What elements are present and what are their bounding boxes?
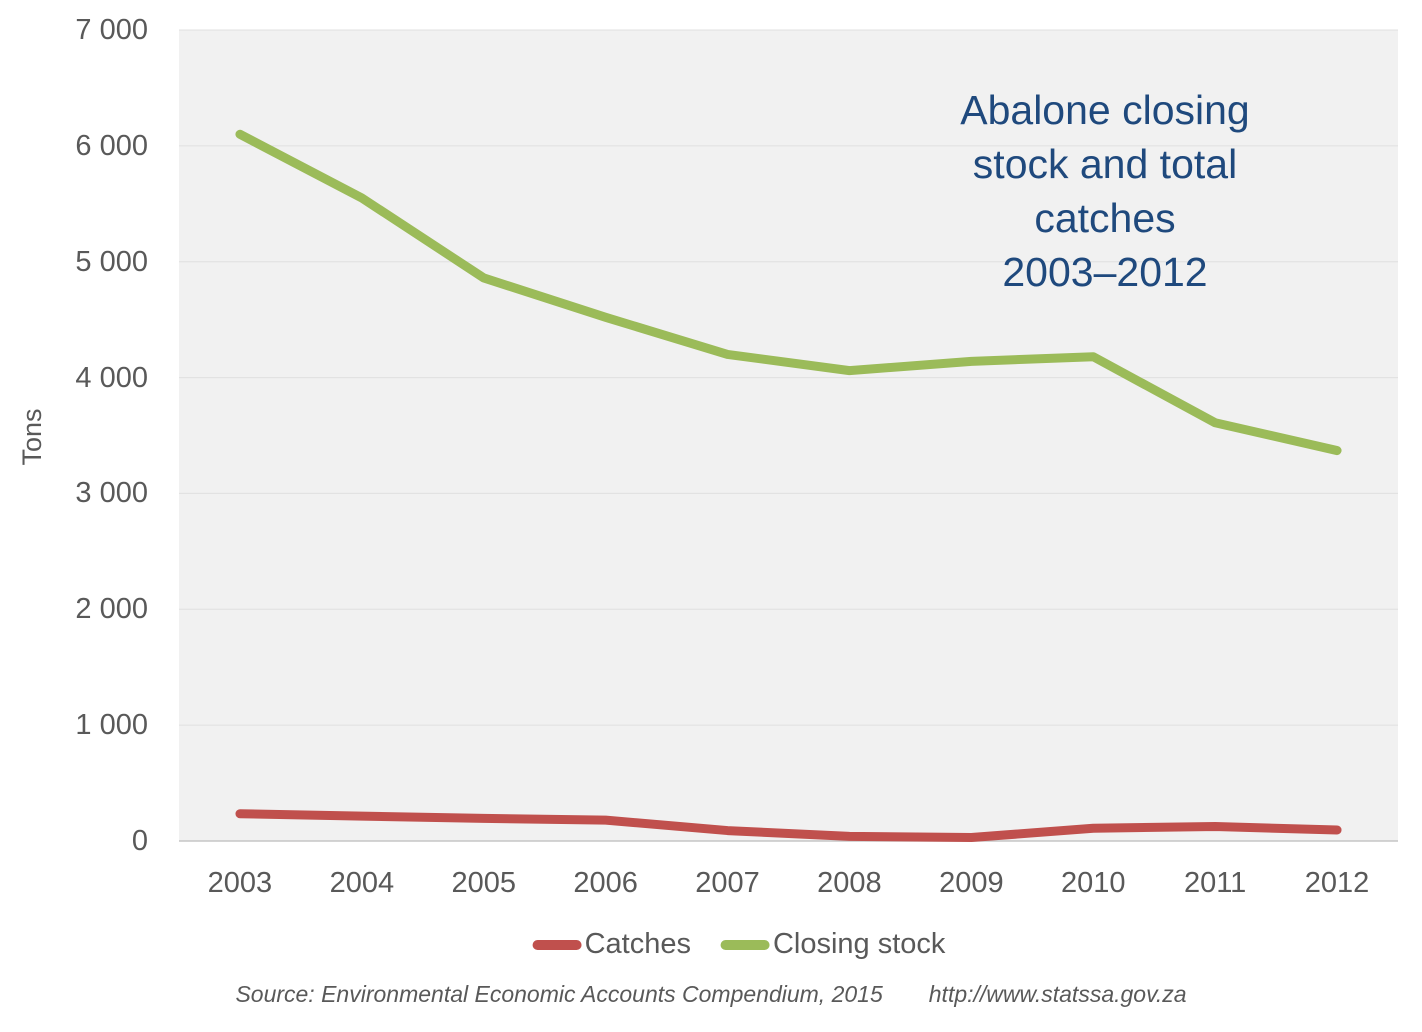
x-tick-label: 2010 <box>1060 867 1126 899</box>
x-tick-label: 2007 <box>695 867 760 899</box>
series-line-catches <box>235 809 1342 843</box>
source-text: Source: Environmental Economic Accounts … <box>235 981 883 1007</box>
y-tick-label: 7 000 <box>75 14 148 46</box>
source-url: http://www.statssa.gov.za <box>928 981 1187 1007</box>
chart-title: Abalone closing stock and total catches … <box>903 83 1307 299</box>
source-note: Source: Environmental Economic Accounts … <box>0 981 1422 1008</box>
y-tick-label: 6 000 <box>75 129 148 162</box>
y-tick-label: 3 000 <box>75 477 148 510</box>
chart-title-line: catches <box>1034 195 1176 241</box>
chart-title-line: 2003–2012 <box>1002 249 1208 295</box>
x-tick-label: 2012 <box>1304 867 1370 899</box>
legend-label-closing-stock: Closing stock <box>772 928 946 960</box>
x-tick-label: 2003 <box>207 867 273 899</box>
x-tick-label: 2008 <box>817 867 882 899</box>
y-tick-label: 2 000 <box>75 593 148 626</box>
y-tick-label: 4 000 <box>75 361 148 394</box>
x-tick-label: 2009 <box>939 867 1004 899</box>
legend-item-closing-stock: Closing stock <box>720 928 946 961</box>
plot-background <box>179 30 1398 841</box>
x-tick-label: 2004 <box>329 867 395 899</box>
chart-title-line: stock and total <box>972 141 1238 187</box>
chart-title-line: Abalone closing <box>960 87 1250 133</box>
y-tick-label: 0 <box>131 825 148 857</box>
catches-line-swatch <box>532 939 582 950</box>
y-tick-label: 1 000 <box>75 709 148 742</box>
series-line-closing-stock <box>235 129 1342 456</box>
x-tick-label: 2011 <box>1183 867 1247 899</box>
legend: Catches Closing stock <box>532 928 946 961</box>
legend-label-catches: Catches <box>584 928 691 960</box>
legend-item-catches: Catches <box>532 928 691 961</box>
x-tick-label: 2006 <box>573 867 638 899</box>
y-tick-label: 5 000 <box>75 245 148 278</box>
x-tick-label: 2005 <box>451 867 516 899</box>
closing-stock-line-swatch <box>720 939 770 950</box>
